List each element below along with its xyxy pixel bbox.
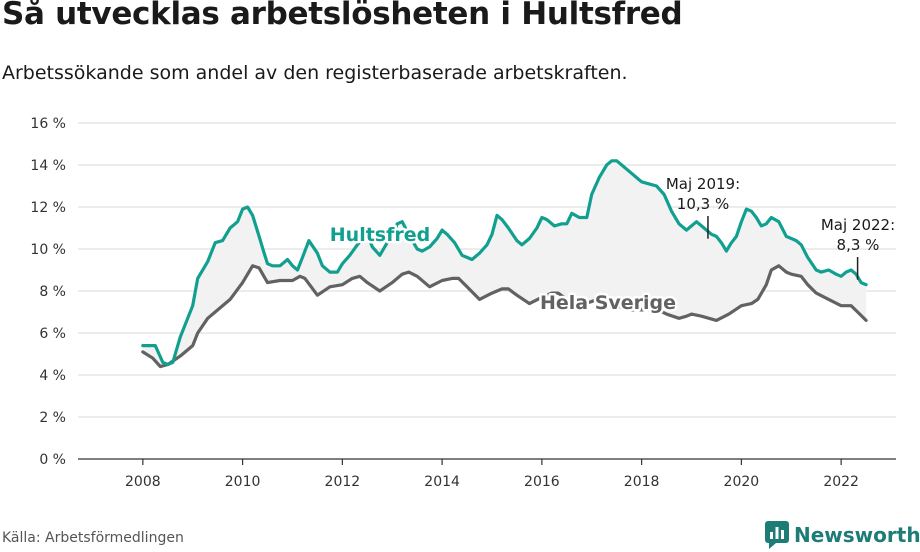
y-tick-label: 4 % [39,368,66,384]
series-line-hultsfred [141,159,868,367]
x-tick-label: 2016 [524,474,560,490]
newsworthy-logo-text: Newsworthy [794,523,920,547]
gap-area [142,160,867,367]
annotation-maj-2022-label: Maj 2022: [821,216,895,234]
x-tick-label: 2010 [225,474,261,490]
x-tick-label: 2018 [624,474,660,490]
y-tick-label: 14 % [30,158,66,174]
x-tick-label: 2022 [823,474,859,490]
y-tick-label: 0 % [39,452,66,468]
x-tick-label: 2014 [424,474,460,490]
newsworthy-chart-bubble-icon [765,521,789,549]
y-tick-label: 16 % [30,116,66,132]
chart-title: Så utvecklas arbetslösheten i Hultsfred [2,0,683,32]
newsworthy-logo: Newsworthy [764,520,920,550]
annotation-maj-2022-value: 8,3 % [837,236,880,254]
series-label-hela-sverige: Hela Sverige [540,292,676,314]
y-tick-label: 10 % [30,242,66,258]
y-tick-label: 8 % [39,284,66,300]
annotation-maj-2019-label: Maj 2019: [666,175,740,193]
x-tick-label: 2012 [325,474,361,490]
chart-subtitle: Arbetssökande som andel av den registerb… [2,62,628,84]
y-tick-label: 6 % [39,326,66,342]
y-tick-label: 2 % [39,410,66,426]
annotation-maj-2019-value: 10,3 % [677,195,729,213]
series-label-hultsfred: Hultsfred [330,224,430,246]
y-tick-label: 12 % [30,200,66,216]
x-tick-label: 2020 [724,474,760,490]
source-note: Källa: Arbetsförmedlingen [2,530,184,546]
x-tick-label: 2008 [125,474,161,490]
series-line-hela-sverige [141,264,868,369]
